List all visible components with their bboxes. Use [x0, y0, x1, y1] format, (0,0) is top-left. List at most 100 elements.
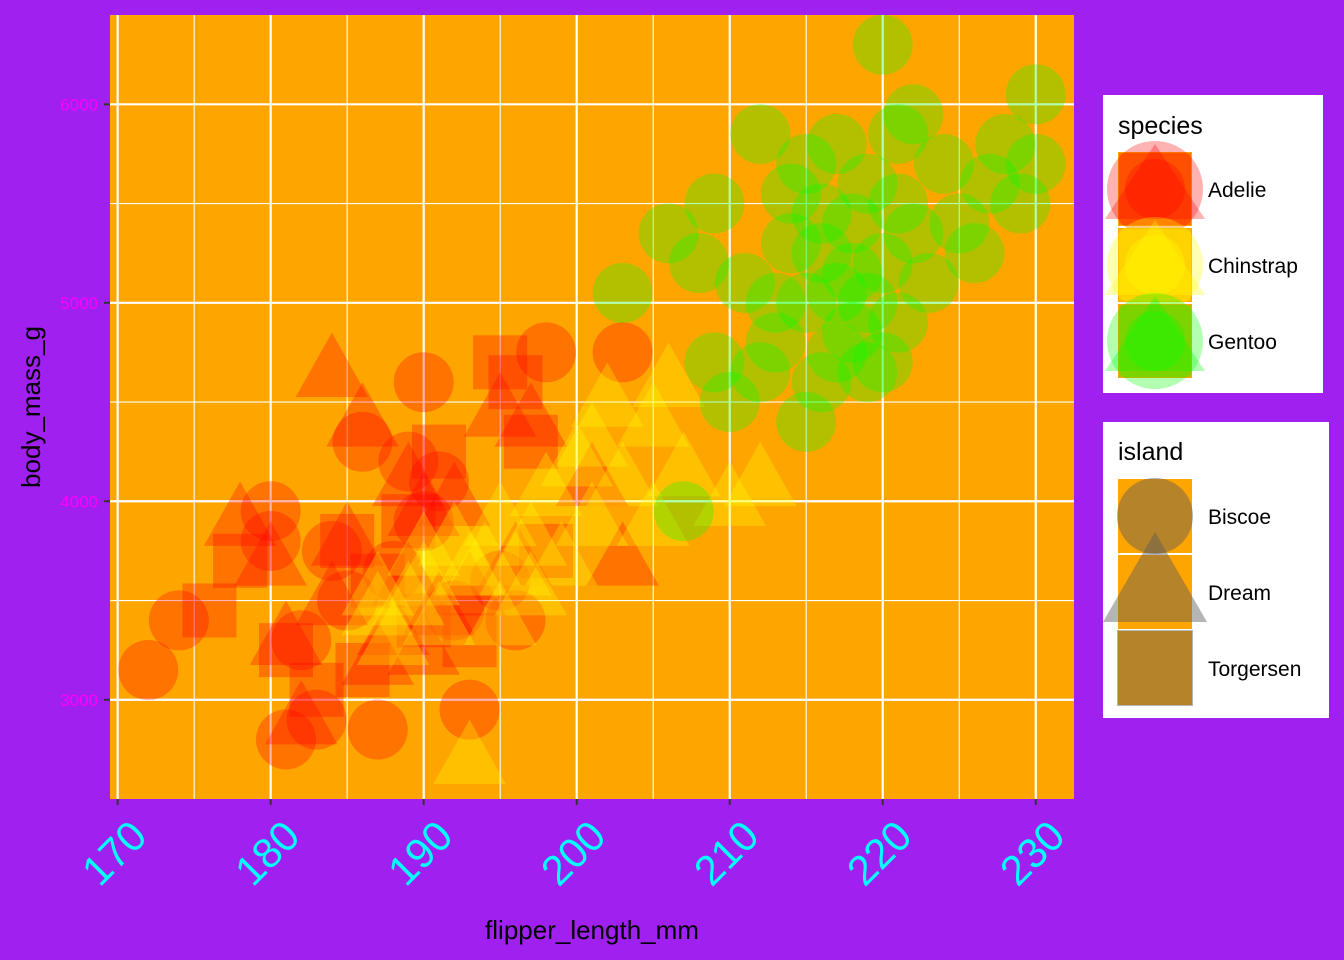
legend-key-dot [1125, 159, 1185, 219]
legend-key-triangle [1105, 220, 1205, 295]
data-point-chinstrap-dream [693, 461, 767, 527]
data-point-chinstrap-dream [341, 550, 415, 616]
data-point-adelie-torgersen [213, 533, 268, 588]
y-axis-label: body_mass_g [16, 326, 46, 488]
island-legend-label: Biscoe [1208, 506, 1271, 529]
data-point-gentoo-biscoe [653, 481, 714, 542]
data-point-chinstrap-dream [417, 501, 491, 566]
data-point-gentoo-biscoe [868, 104, 929, 165]
legend-key-square [1119, 229, 1191, 301]
legend-key-square [1119, 153, 1191, 225]
data-point-adelie-biscoe [240, 510, 301, 571]
legend-key-circle [1117, 478, 1193, 554]
data-point-chinstrap-dream [509, 451, 583, 517]
data-point-gentoo-biscoe [944, 223, 1005, 284]
data-point-gentoo-biscoe [990, 173, 1051, 234]
data-point-gentoo-biscoe [837, 153, 898, 214]
data-point-chinstrap-dream [525, 521, 598, 586]
data-point-gentoo-biscoe [852, 332, 913, 393]
data-point-chinstrap-dream [616, 382, 690, 447]
data-point-chinstrap-dream [724, 441, 797, 507]
species-legend-label: Chinstrap [1208, 255, 1298, 278]
data-point-adelie-dream [586, 521, 659, 586]
data-point-adelie-biscoe [439, 679, 500, 740]
data-point-gentoo-biscoe [975, 114, 1036, 175]
data-point-adelie-torgersen [473, 335, 528, 390]
data-point-adelie-dream [372, 441, 445, 507]
data-point-adelie-dream [264, 680, 338, 745]
data-point-adelie-dream [387, 610, 460, 675]
data-point-adelie-biscoe [592, 322, 653, 383]
legend-key-circle [1107, 217, 1203, 313]
data-point-gentoo-biscoe [913, 133, 974, 194]
data-point-gentoo-biscoe [730, 342, 791, 403]
data-point-chinstrap-dream [372, 560, 445, 626]
data-point-adelie-biscoe [470, 550, 531, 611]
data-point-adelie-torgersen [411, 424, 466, 479]
data-point-adelie-torgersen [258, 623, 313, 678]
data-point-adelie-biscoe [332, 411, 393, 472]
data-point-adelie-dream [295, 560, 369, 626]
data-point-gentoo-biscoe [898, 252, 959, 313]
data-point-adelie-dream [494, 382, 568, 447]
data-point-adelie-biscoe [118, 639, 179, 700]
data-point-gentoo-biscoe [684, 173, 745, 234]
data-point-adelie-biscoe [424, 580, 485, 641]
data-point-adelie-biscoe [378, 431, 439, 492]
data-point-gentoo-biscoe [745, 312, 806, 373]
y-tick-label: 6000 [60, 95, 98, 114]
data-point-chinstrap-dream [387, 541, 460, 606]
data-point-gentoo-biscoe [806, 262, 867, 323]
x-tick-label: 210 [685, 812, 768, 895]
data-point-adelie-torgersen [381, 494, 436, 549]
data-point-chinstrap-dream [463, 580, 537, 646]
data-point-adelie-dream [463, 372, 537, 437]
data-point-chinstrap-dream [494, 501, 568, 566]
legend-key-triangle [1105, 296, 1205, 371]
data-point-chinstrap-dream [586, 441, 659, 507]
x-tick-label: 220 [838, 812, 921, 895]
data-point-adelie-torgersen [182, 583, 237, 638]
x-tick-label: 180 [226, 812, 309, 895]
island-legend-label: Dream [1208, 582, 1271, 605]
y-tick-label: 4000 [60, 492, 98, 511]
data-point-chinstrap-dream [387, 511, 460, 576]
data-point-chinstrap-dream [433, 719, 506, 785]
data-point-adelie-biscoe [516, 322, 577, 383]
data-point-gentoo-biscoe [791, 352, 852, 413]
data-point-adelie-biscoe [286, 689, 347, 750]
data-point-gentoo-biscoe [822, 243, 883, 304]
data-point-adelie-biscoe [485, 590, 546, 651]
data-point-adelie-dream [433, 550, 506, 616]
data-point-gentoo-biscoe [776, 272, 837, 333]
data-point-adelie-dream [555, 441, 629, 507]
data-point-chinstrap-dream [356, 600, 430, 665]
legend-key-background [1118, 631, 1192, 705]
data-point-gentoo-biscoe [791, 223, 852, 284]
data-point-gentoo-biscoe [822, 302, 883, 363]
data-point-adelie-biscoe [301, 520, 362, 581]
legend-key-background [1118, 479, 1192, 553]
data-point-adelie-biscoe [393, 491, 454, 552]
legend-key-background [1118, 152, 1192, 226]
data-point-adelie-torgersen [350, 553, 405, 608]
species-legend-label: Adelie [1208, 179, 1266, 202]
data-point-adelie-dream [387, 471, 460, 536]
data-point-adelie-dream [417, 461, 491, 527]
data-point-adelie-dream [234, 521, 307, 586]
data-point-adelie-dream [295, 332, 369, 398]
data-point-gentoo-biscoe [715, 252, 776, 313]
data-point-gentoo-biscoe [669, 233, 730, 294]
data-point-chinstrap-dream [479, 531, 552, 596]
data-point-gentoo-biscoe [684, 332, 745, 393]
legend-key-circle [1107, 293, 1203, 389]
data-point-chinstrap-dream [402, 580, 476, 646]
data-point-gentoo-biscoe [852, 233, 913, 294]
data-point-chinstrap-dream [463, 481, 537, 546]
data-point-adelie-torgersen [320, 513, 375, 568]
data-point-adelie-torgersen [519, 523, 574, 578]
data-point-adelie-torgersen [396, 593, 451, 648]
data-point-chinstrap-dream [632, 342, 705, 407]
y-tick-label: 3000 [60, 691, 98, 710]
